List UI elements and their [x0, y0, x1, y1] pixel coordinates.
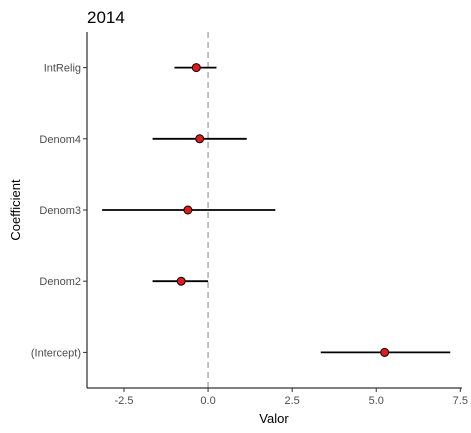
x-tick-label: 2.5	[285, 395, 300, 407]
estimate-point	[183, 205, 193, 215]
y-tick-label: (Intercept)	[31, 347, 81, 359]
y-tick-label: Denom3	[39, 205, 81, 217]
y-tick-label: Denom2	[39, 276, 81, 288]
estimate-point	[176, 276, 186, 286]
x-axis: -2.5 0.0 2.5 5.0 7.5	[115, 388, 468, 407]
plot-area	[102, 32, 451, 388]
x-tick-label: 7.5	[453, 395, 468, 407]
chart-title: 2014	[87, 8, 125, 27]
x-axis-title: Valor	[259, 411, 289, 426]
estimate-point	[195, 134, 205, 144]
y-tick-label: Denom4	[39, 134, 81, 146]
y-tick-label: IntRelig	[44, 63, 81, 75]
x-tick-label: 5.0	[369, 395, 384, 407]
estimate-point	[380, 347, 390, 357]
y-axis-title: Coefficient	[8, 179, 23, 241]
y-axis: IntRelig Denom4 Denom3 Denom2 (Intercept)	[31, 63, 87, 359]
estimate-point	[191, 63, 201, 73]
x-tick-label: -2.5	[115, 395, 134, 407]
x-tick-label: 0.0	[200, 395, 215, 407]
